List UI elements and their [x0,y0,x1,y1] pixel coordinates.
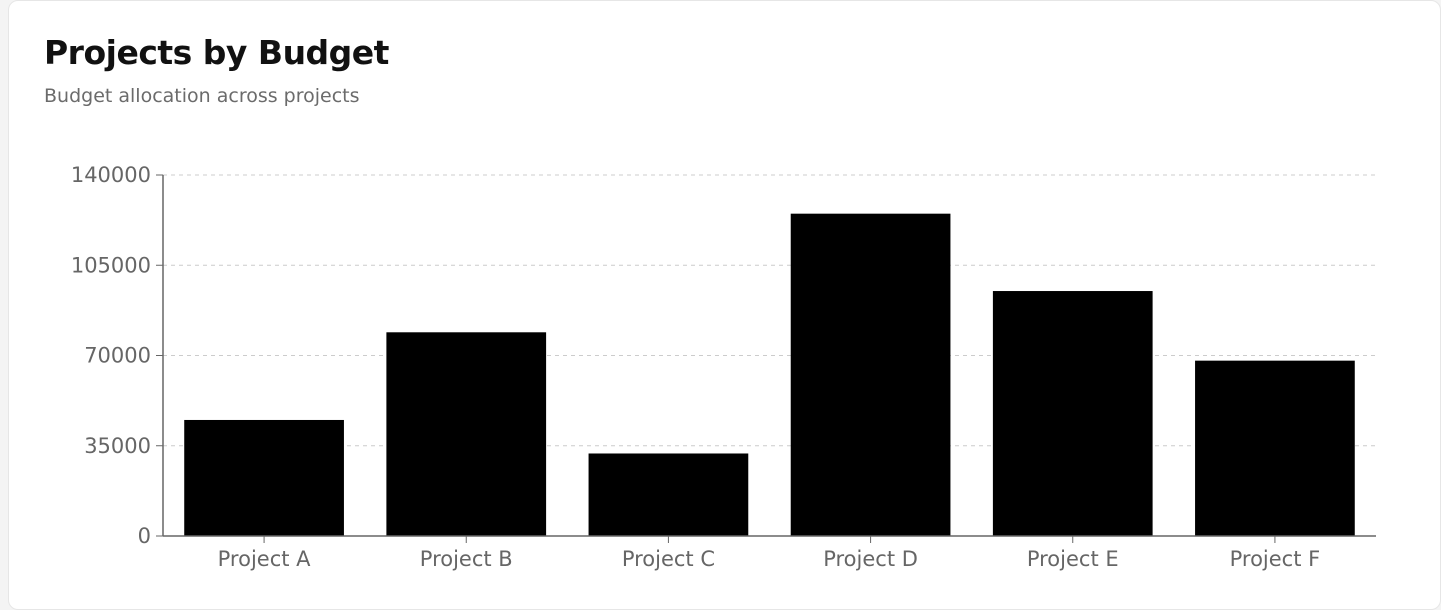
x-tick-label: Project E [1027,547,1119,571]
y-tick-label: 35000 [84,434,151,458]
bar-project-a[interactable] [184,419,344,536]
y-tick-label: 0 [138,524,151,548]
y-tick-label: 105000 [71,253,151,277]
grid-lines [163,174,1376,447]
x-tick-label: Project F [1230,547,1321,571]
bar-project-f[interactable] [1195,360,1355,536]
x-tick-label: Project C [622,547,715,571]
y-tick-label: 70000 [84,344,151,368]
chart-subtitle: Budget allocation across projects [44,85,360,107]
x-tick-label: Project D [823,547,918,571]
chart-title: Projects by Budget [44,33,389,72]
y-tick-labels: 0 35000 70000 105000 140000 [71,163,151,548]
bar-project-c[interactable] [588,453,749,536]
bar-project-e[interactable] [992,291,1153,536]
x-tick-label: Project A [218,547,312,571]
y-tick-label: 140000 [71,163,151,187]
bar-project-b[interactable] [386,332,547,536]
bar-project-d[interactable] [790,213,951,536]
x-tick-label: Project B [420,547,513,571]
x-tick-labels: Project A Project B Project C Project D Proj… [218,547,1321,571]
bars [184,213,1355,536]
axes [156,174,1376,543]
